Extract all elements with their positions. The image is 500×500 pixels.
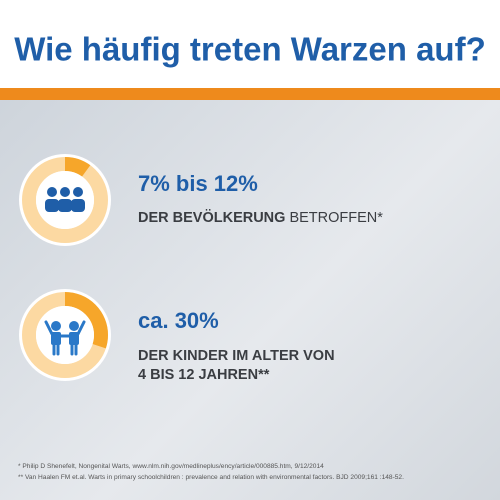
people-icon (45, 187, 85, 212)
footnote: ** Van Haalen FM et.al. Warts in primary… (18, 474, 404, 481)
donut-segment (22, 292, 108, 378)
header-band (0, 0, 500, 88)
stat-headline: 7% bis 12% (138, 171, 258, 196)
orange-bar (0, 88, 500, 100)
stat-label: DER BEVÖLKERUNG BETROFFEN* (138, 209, 383, 226)
donut-population (19, 154, 111, 246)
title: Wie häufig treten Warzen auf? (14, 31, 486, 68)
donut-segment (22, 157, 108, 243)
footnote: * Philip D Shenefelt, Nongenital Warts, … (18, 463, 324, 470)
label-bold: DER BEVÖLKERUNG (138, 209, 285, 226)
stat-label: 4 BIS 12 JAHREN** (138, 367, 270, 383)
stat-label: DER KINDER IM ALTER VON (138, 348, 335, 364)
children-icon (44, 320, 86, 356)
donut-children (19, 289, 111, 381)
label-rest: BETROFFEN* (289, 210, 383, 226)
stat-headline: ca. 30% (138, 308, 219, 333)
